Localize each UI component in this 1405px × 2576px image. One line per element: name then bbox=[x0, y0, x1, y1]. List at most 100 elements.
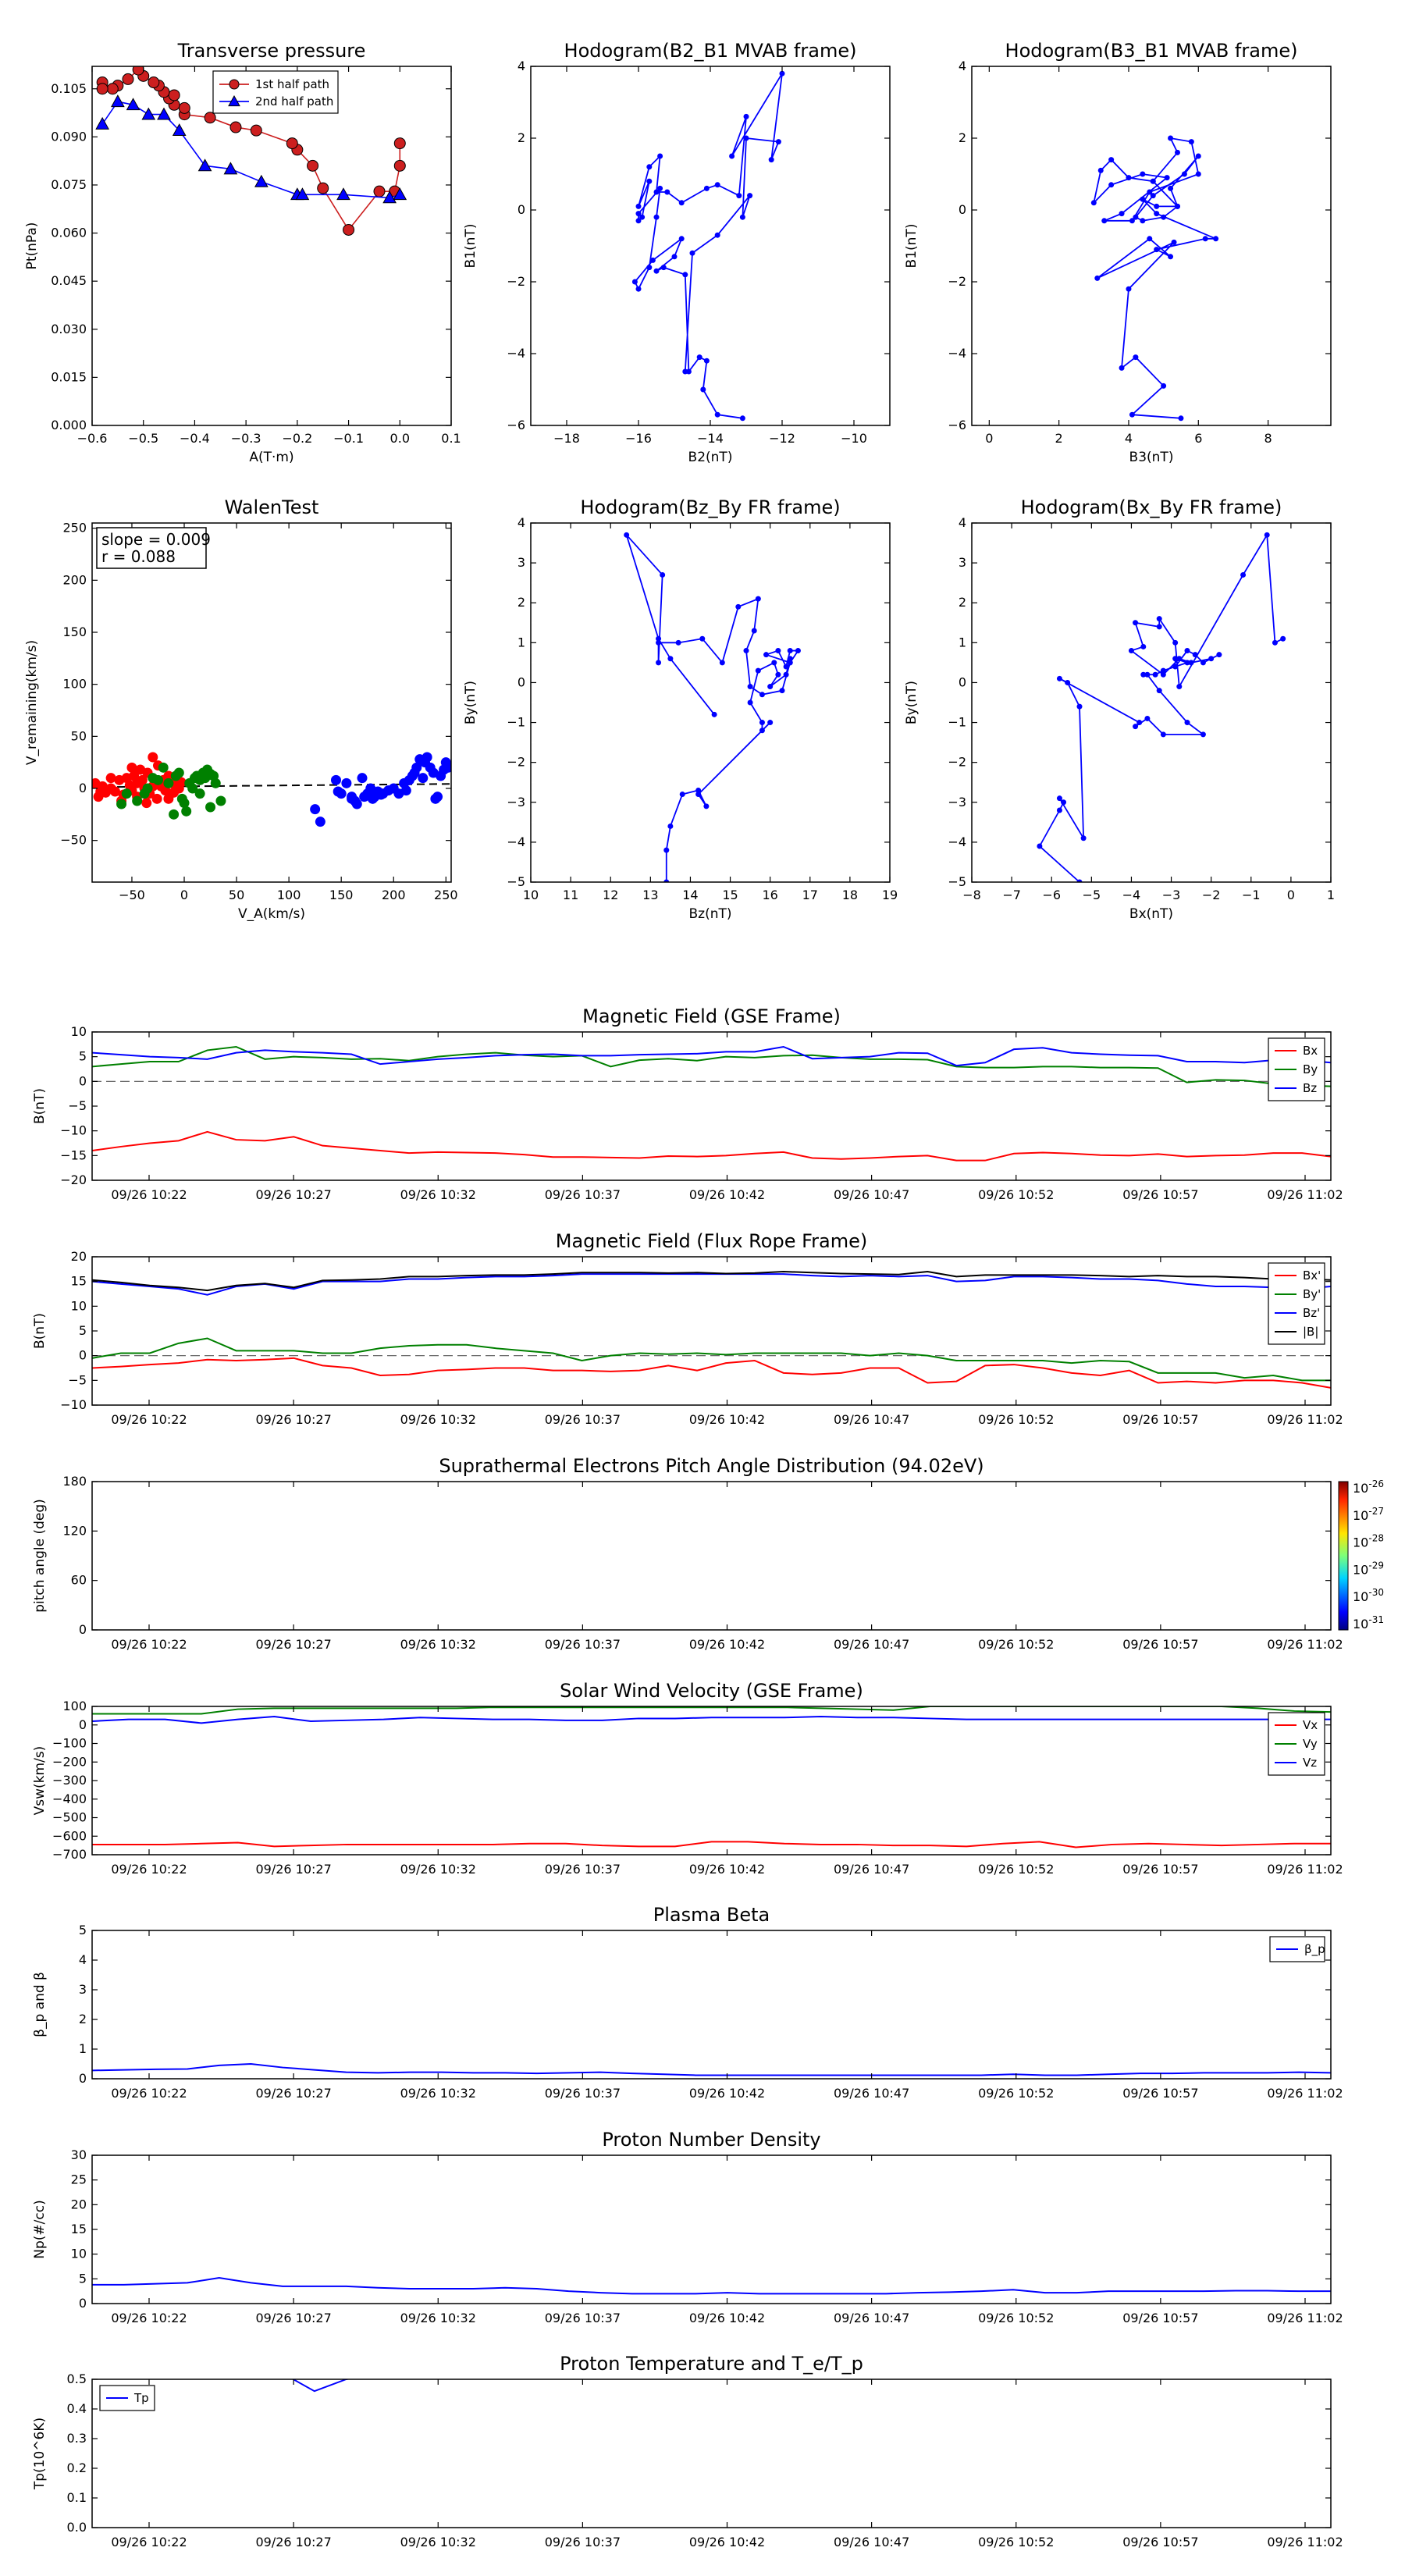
y-tick-label: 0.105 bbox=[51, 81, 87, 96]
x-tick-label: 09/26 10:57 bbox=[1122, 1637, 1198, 1652]
data-point bbox=[787, 656, 793, 662]
y-tick-label: −50 bbox=[60, 833, 87, 848]
data-point bbox=[1147, 236, 1153, 242]
data-point bbox=[250, 124, 262, 137]
plot-area bbox=[92, 1270, 1331, 1389]
data-point bbox=[795, 648, 801, 654]
data-point bbox=[678, 200, 685, 206]
y-tick-label: −10 bbox=[60, 1397, 87, 1412]
y-axis-label: Tp(10^6K) bbox=[32, 2418, 48, 2490]
y-tick-label: 30 bbox=[71, 2147, 87, 2162]
y-tick-label: 200 bbox=[62, 572, 87, 587]
data-point bbox=[205, 802, 216, 813]
y-tick-label: 20 bbox=[71, 2197, 87, 2211]
data-point bbox=[1128, 648, 1134, 654]
data-point bbox=[347, 793, 357, 804]
axes-frame bbox=[971, 522, 1332, 883]
data-point bbox=[635, 203, 642, 209]
data-point bbox=[1140, 196, 1146, 202]
data-point bbox=[1172, 639, 1179, 646]
y-tick-label: 1 bbox=[959, 635, 966, 649]
data-point bbox=[682, 368, 688, 375]
data-point bbox=[1037, 843, 1043, 849]
x-tick-label: 150 bbox=[329, 888, 354, 902]
y-axis-label: B1(nT) bbox=[904, 224, 919, 269]
data-point bbox=[1161, 214, 1167, 220]
plot-area bbox=[624, 532, 801, 882]
x-tick-label: 09/26 10:37 bbox=[545, 1637, 621, 1652]
data-point bbox=[1094, 275, 1101, 281]
x-tick-label: 09/26 10:32 bbox=[400, 2086, 476, 2101]
x-tick-label: 09/26 10:57 bbox=[1122, 1187, 1198, 1202]
y-tick-label: −5 bbox=[68, 1372, 87, 1387]
x-tick-label: 09/26 10:27 bbox=[255, 2311, 331, 2325]
data-point bbox=[751, 628, 757, 634]
y-tick-label: −6 bbox=[948, 418, 966, 432]
data-point bbox=[779, 70, 785, 76]
x-tick-label: −0.6 bbox=[77, 431, 108, 446]
data-point bbox=[624, 532, 630, 538]
series-2 bbox=[310, 752, 451, 827]
y-axis-label: Pt(nPa) bbox=[24, 222, 40, 270]
data-point bbox=[1160, 667, 1166, 674]
data-point bbox=[254, 174, 269, 187]
chart-title: WalenTest bbox=[225, 496, 319, 518]
x-tick-label: −5 bbox=[1083, 888, 1101, 902]
data-point bbox=[126, 762, 137, 773]
y-tick-label: 0 bbox=[79, 1622, 87, 1637]
x-tick-label: 09/26 10:47 bbox=[834, 2535, 909, 2549]
data-point bbox=[1280, 635, 1286, 642]
data-point bbox=[443, 762, 451, 773]
data-point bbox=[357, 773, 368, 784]
legend-label: 1st half path bbox=[255, 77, 329, 91]
data-point bbox=[767, 684, 774, 690]
data-point bbox=[1195, 153, 1201, 159]
chart-title: Hodogram(Bx_By FR frame) bbox=[1021, 496, 1282, 518]
x-tick-label: 09/26 10:32 bbox=[400, 1187, 476, 1202]
data-point bbox=[148, 76, 160, 89]
data-point bbox=[639, 214, 646, 220]
data-point bbox=[1240, 571, 1247, 578]
x-tick-label: 09/26 10:22 bbox=[111, 2311, 187, 2325]
x-tick-label: −1 bbox=[1242, 888, 1261, 902]
legend: Bx' By' Bz' |B| bbox=[1268, 1262, 1325, 1345]
x-tick-label: 09/26 10:37 bbox=[545, 2086, 621, 2101]
data-point bbox=[229, 121, 242, 133]
data-point bbox=[656, 660, 662, 666]
colorbar-exponent: -26 bbox=[1368, 1478, 1384, 1489]
data-point bbox=[1164, 175, 1170, 181]
data-point bbox=[743, 648, 749, 654]
x-tick-label: 09/26 11:02 bbox=[1267, 2311, 1343, 2325]
y-tick-label: −600 bbox=[52, 1828, 87, 1843]
data-point bbox=[1184, 660, 1190, 666]
legend-label: |B| bbox=[1303, 1325, 1318, 1339]
x-tick-label: 09/26 10:42 bbox=[689, 2535, 765, 2549]
plot-area bbox=[92, 1045, 1331, 1162]
data-point bbox=[635, 218, 642, 224]
series-0 bbox=[1090, 135, 1219, 422]
data-point bbox=[1147, 189, 1153, 195]
data-point bbox=[1140, 218, 1146, 224]
y-tick-label: −5 bbox=[68, 1098, 87, 1113]
data-point bbox=[767, 720, 774, 726]
chart-title: Plasma Beta bbox=[653, 1904, 770, 1926]
y-tick-label: 3 bbox=[959, 555, 966, 570]
x-tick-label: 0 bbox=[180, 888, 188, 902]
y-tick-label: 3 bbox=[79, 1982, 87, 1997]
data-point bbox=[1168, 135, 1174, 141]
data-point bbox=[714, 411, 720, 418]
y-tick-label: 250 bbox=[62, 521, 87, 535]
data-point bbox=[1144, 671, 1151, 678]
data-point bbox=[755, 596, 761, 602]
stats-line: slope = 0.009 bbox=[101, 530, 211, 549]
data-point bbox=[747, 684, 753, 690]
data-point bbox=[121, 788, 132, 799]
data-point bbox=[1188, 660, 1194, 666]
data-point bbox=[631, 279, 638, 285]
data-point bbox=[1140, 643, 1147, 649]
data-point bbox=[204, 112, 216, 124]
data-point bbox=[657, 153, 663, 159]
data-point bbox=[1080, 835, 1087, 841]
x-tick-label: 09/26 11:02 bbox=[1267, 2086, 1343, 2101]
